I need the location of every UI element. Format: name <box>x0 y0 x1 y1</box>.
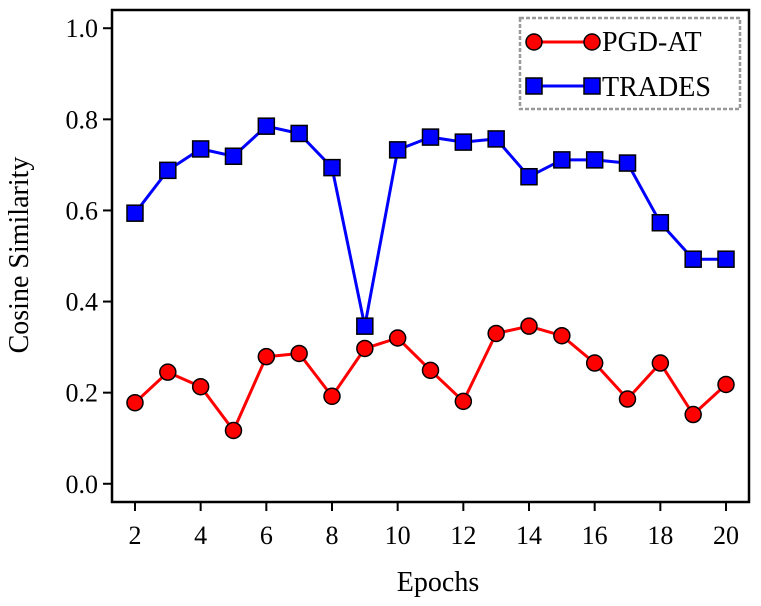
data-point-trades <box>520 167 538 186</box>
data-point-trades <box>651 213 670 232</box>
data-point-pgd-at <box>388 329 407 347</box>
y-tick-label: 0.8 <box>66 105 99 134</box>
data-point-pgd-at <box>585 354 604 372</box>
legend-label-pgd-at: PGD-AT <box>602 27 702 58</box>
legend-entry-pgd-at: PGD-AT <box>525 27 702 58</box>
y-tick-label: 0.6 <box>66 196 99 225</box>
legend-box <box>518 16 742 111</box>
series-layer <box>126 117 735 440</box>
data-point-trades <box>684 250 702 268</box>
legend-marker-pgd-at <box>525 33 543 51</box>
legend-label-trades: TRADES <box>602 72 711 103</box>
data-point-trades <box>717 250 735 268</box>
data-point-pgd-at <box>126 393 144 412</box>
y-tick-label: 1.0 <box>66 14 99 43</box>
data-point-trades <box>487 130 505 148</box>
x-tick-label: 8 <box>325 521 338 550</box>
x-tick-label: 10 <box>385 521 411 550</box>
data-point-pgd-at <box>290 344 308 363</box>
data-point-trades <box>191 140 210 158</box>
data-point-pgd-at <box>356 339 374 358</box>
data-point-pgd-at <box>257 347 276 366</box>
data-point-pgd-at <box>651 354 670 372</box>
data-point-trades <box>618 154 637 172</box>
y-axis-ticks: 0.0 0.2 0.4 0.6 0.8 1.0 <box>66 14 112 499</box>
data-point-pgd-at <box>618 390 637 408</box>
x-tick-label: 6 <box>260 521 273 550</box>
legend-marker-pgd-at <box>583 33 601 51</box>
data-point-trades <box>454 133 473 151</box>
legend: PGD-AT TRADES <box>518 16 742 111</box>
series-line-trades <box>133 124 726 328</box>
data-point-pgd-at <box>553 326 571 345</box>
data-point-pgd-at <box>684 405 702 424</box>
y-tick-label: 0.4 <box>66 288 99 317</box>
data-point-trades <box>585 151 604 169</box>
data-point-pgd-at <box>520 317 538 335</box>
x-axis-ticks: 2 4 6 8 10 12 14 16 18 20 <box>128 502 739 550</box>
x-tick-label: 20 <box>713 521 739 550</box>
legend-entry-trades: TRADES <box>525 72 711 103</box>
x-tick-label: 2 <box>128 521 141 550</box>
data-point-trades <box>323 158 341 177</box>
data-point-trades <box>553 151 571 169</box>
legend-marker-trades <box>583 77 601 95</box>
data-point-trades <box>421 128 440 146</box>
data-point-pgd-at <box>323 387 341 406</box>
x-tick-label: 16 <box>582 521 608 550</box>
data-point-trades <box>290 124 308 143</box>
y-tick-label: 0.0 <box>66 470 99 499</box>
data-point-pgd-at <box>454 392 473 411</box>
data-point-trades <box>388 141 407 159</box>
data-point-trades <box>224 147 243 165</box>
data-point-trades <box>257 117 276 135</box>
data-point-trades <box>356 317 374 335</box>
plot-frame <box>110 8 751 504</box>
data-point-pgd-at <box>159 363 177 381</box>
data-point-pgd-at <box>421 361 440 380</box>
x-tick-label: 14 <box>516 521 542 550</box>
data-point-pgd-at <box>487 324 505 343</box>
data-point-pgd-at <box>224 421 243 440</box>
x-tick-label: 18 <box>647 521 673 550</box>
legend-marker-trades <box>525 77 543 95</box>
x-tick-label: 4 <box>194 521 207 550</box>
y-axis-title: Cosine Similarity <box>4 157 35 354</box>
x-axis-title: Epochs <box>397 567 479 598</box>
data-point-trades <box>159 161 177 180</box>
data-point-trades <box>126 204 144 222</box>
data-point-pgd-at <box>717 375 735 394</box>
y-tick-label: 0.2 <box>66 379 99 408</box>
data-point-pgd-at <box>191 377 210 396</box>
x-tick-label: 12 <box>450 521 476 550</box>
